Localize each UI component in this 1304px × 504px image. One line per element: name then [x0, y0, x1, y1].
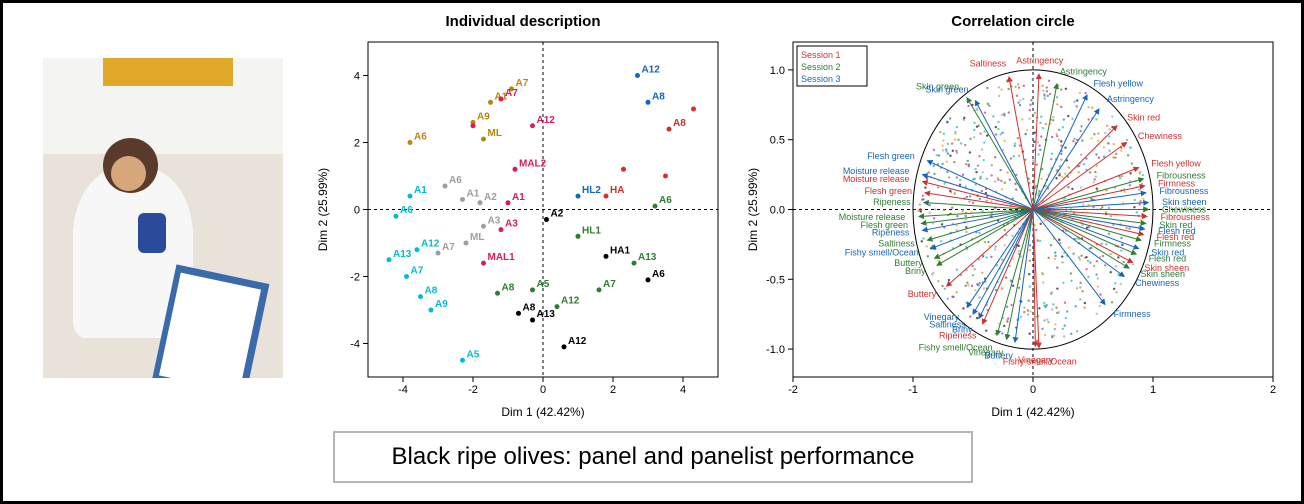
svg-text:A1: A1 [414, 185, 427, 196]
svg-text:A8: A8 [673, 118, 686, 129]
svg-text:2: 2 [354, 138, 360, 150]
svg-text:A6: A6 [652, 269, 665, 280]
svg-text:Briny: Briny [905, 266, 926, 276]
svg-text:-0.5: -0.5 [766, 274, 785, 286]
svg-text:MAL2: MAL2 [519, 158, 547, 169]
svg-text:A9: A9 [435, 299, 448, 310]
svg-text:ML: ML [470, 232, 484, 243]
correlation-circle-chart: Correlation circle -2 -1 0 1 2 -1.0 -0.5 0.0 0.5… [743, 13, 1283, 422]
svg-text:Astringency: Astringency [1016, 56, 1064, 66]
svg-text:Skin red: Skin red [1127, 112, 1160, 122]
svg-text:A3: A3 [488, 215, 501, 226]
svg-text:0: 0 [354, 205, 360, 217]
svg-text:A5: A5 [467, 349, 480, 360]
svg-text:Dim 1 (42.42%): Dim 1 (42.42%) [501, 405, 584, 419]
svg-text:0.5: 0.5 [770, 135, 785, 147]
svg-text:-2: -2 [788, 384, 798, 396]
svg-text:Dim 2 (25.99%): Dim 2 (25.99%) [316, 168, 330, 251]
scatter-chart: Individual description -4 -2 0 2 4 -4 -2 0 2 4 Dim… [313, 13, 733, 422]
svg-text:A6: A6 [659, 195, 672, 206]
svg-text:Session 3: Session 3 [801, 74, 841, 84]
svg-text:-1: -1 [908, 384, 918, 396]
svg-text:HA: HA [610, 185, 624, 196]
svg-text:A8: A8 [523, 302, 536, 313]
scatter-title: Individual description [313, 13, 733, 30]
svg-text:HL2: HL2 [582, 185, 601, 196]
svg-text:HL1: HL1 [582, 225, 601, 236]
figure-caption: Black ripe olives: panel and panelist pe… [333, 431, 973, 483]
svg-text:-1.0: -1.0 [766, 344, 785, 356]
svg-text:A12: A12 [537, 115, 556, 126]
svg-text:-4: -4 [398, 384, 408, 396]
svg-text:A5: A5 [537, 279, 550, 290]
svg-text:MAL1: MAL1 [488, 252, 516, 263]
svg-text:Flesh yellow: Flesh yellow [1151, 158, 1201, 168]
svg-text:4: 4 [680, 384, 686, 396]
svg-text:Ripeness: Ripeness [939, 330, 977, 340]
svg-text:Chewiness: Chewiness [1138, 131, 1183, 141]
svg-text:0.0: 0.0 [770, 205, 785, 217]
svg-text:Session 1: Session 1 [801, 50, 841, 60]
svg-text:A12: A12 [568, 336, 587, 347]
svg-text:A13: A13 [393, 249, 412, 260]
svg-text:1: 1 [1150, 384, 1156, 396]
svg-text:2: 2 [1270, 384, 1276, 396]
svg-text:A8: A8 [425, 286, 438, 297]
svg-text:HA1: HA1 [610, 245, 630, 256]
svg-text:2: 2 [610, 384, 616, 396]
svg-text:A7: A7 [603, 279, 616, 290]
svg-text:-2: -2 [350, 272, 360, 284]
svg-text:Session 2: Session 2 [801, 62, 841, 72]
svg-text:1.0: 1.0 [770, 65, 785, 77]
svg-text:A8: A8 [502, 282, 515, 293]
svg-text:A9: A9 [477, 111, 490, 122]
svg-text:Astringency: Astringency [1060, 66, 1108, 76]
svg-text:Dim 2 (25.99%): Dim 2 (25.99%) [746, 168, 760, 251]
svg-text:A13: A13 [537, 309, 556, 320]
svg-text:A8: A8 [652, 91, 665, 102]
svg-text:Flesh green: Flesh green [867, 151, 915, 161]
svg-text:ML: ML [488, 128, 502, 139]
svg-text:A13: A13 [638, 252, 657, 263]
svg-text:Ripeness: Ripeness [873, 197, 911, 207]
svg-text:A3: A3 [505, 219, 518, 230]
svg-text:A1: A1 [512, 192, 525, 203]
svg-text:Firmness: Firmness [1114, 309, 1152, 319]
svg-text:A1: A1 [467, 188, 480, 199]
svg-text:Fishy smell/Ocean: Fishy smell/Ocean [845, 247, 919, 257]
svg-text:A7: A7 [442, 242, 455, 253]
svg-text:-4: -4 [350, 339, 360, 351]
svg-text:0: 0 [540, 384, 546, 396]
svg-text:Dim 1 (42.42%): Dim 1 (42.42%) [991, 405, 1074, 419]
svg-text:Ripeness: Ripeness [872, 228, 910, 238]
svg-text:Astringency: Astringency [1107, 94, 1155, 104]
svg-text:-2: -2 [468, 384, 478, 396]
svg-text:A12: A12 [421, 239, 440, 250]
svg-text:Moisture release: Moisture release [843, 174, 910, 184]
svg-text:Flesh yellow: Flesh yellow [1093, 79, 1143, 89]
svg-text:Fibrousness: Fibrousness [1159, 186, 1209, 196]
svg-text:A7: A7 [505, 88, 518, 99]
svg-text:Chewiness: Chewiness [1135, 278, 1180, 288]
svg-text:0: 0 [1030, 384, 1036, 396]
svg-text:A12: A12 [561, 296, 580, 307]
panelist-photo [43, 58, 283, 378]
svg-text:A2: A2 [551, 209, 564, 220]
svg-text:4: 4 [354, 71, 360, 83]
svg-text:A2: A2 [484, 192, 497, 203]
svg-text:A7: A7 [411, 266, 424, 277]
svg-text:A6: A6 [414, 132, 427, 143]
figure-frame: Individual description -4 -2 0 2 4 -4 -2 0 2 4 Dim… [0, 0, 1304, 504]
svg-text:Skin green: Skin green [925, 85, 968, 95]
svg-text:A6: A6 [449, 175, 462, 186]
svg-text:A6: A6 [400, 205, 413, 216]
svg-text:Fishy smell/Ocean: Fishy smell/Ocean [1003, 357, 1077, 367]
circle-title: Correlation circle [743, 13, 1283, 30]
svg-text:Saltiness: Saltiness [970, 59, 1007, 69]
svg-text:A12: A12 [642, 65, 661, 76]
svg-text:Flesh green: Flesh green [865, 186, 913, 196]
svg-text:Buttery: Buttery [908, 289, 937, 299]
